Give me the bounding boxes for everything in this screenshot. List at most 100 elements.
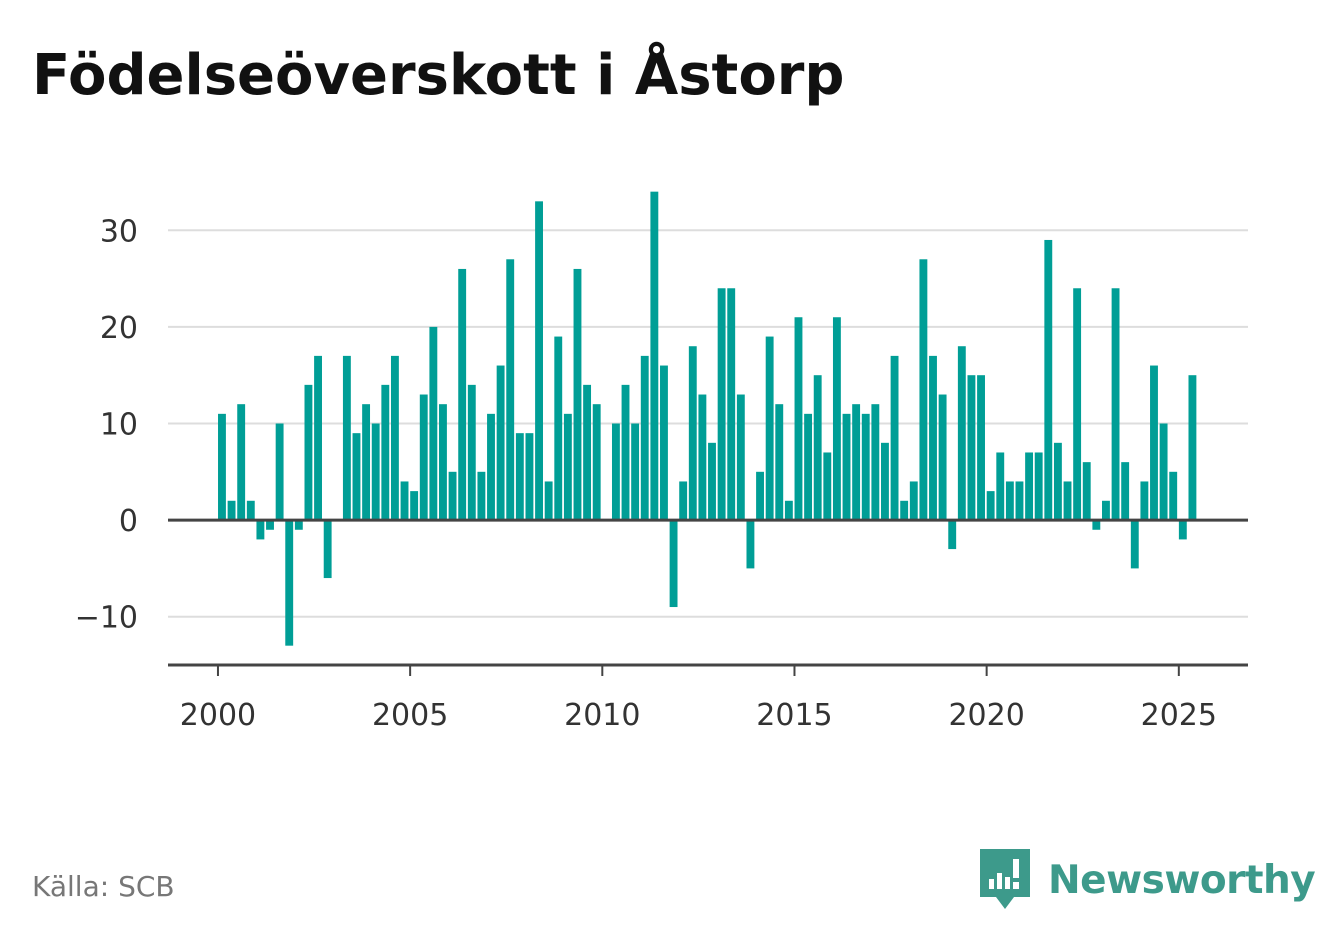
bar: [563, 413, 572, 521]
bar: [957, 346, 966, 521]
bar: [708, 442, 716, 521]
bar: [967, 375, 976, 521]
bar: [390, 355, 399, 521]
bar: [554, 336, 563, 521]
bar: [756, 471, 764, 521]
bar: [1159, 423, 1168, 521]
bar: [400, 481, 409, 521]
bar: [429, 326, 438, 521]
bar: [804, 413, 813, 521]
tick-labels: −10 0 10 20 30 2000 2005 2010 2015 2020 2025: [75, 214, 1217, 733]
bar: [640, 355, 649, 521]
y-tick-label: 20: [100, 311, 138, 346]
bar: [688, 346, 697, 521]
brand-name: Newsworthy: [1048, 857, 1316, 903]
bar: [660, 365, 668, 521]
bar: [852, 404, 861, 521]
bar: [448, 471, 457, 521]
bar: [314, 355, 322, 521]
bar: [352, 433, 361, 521]
bar: [381, 384, 390, 521]
bar: [909, 481, 918, 521]
bar: [467, 384, 476, 521]
bar: [1073, 288, 1082, 521]
y-tick-label: 30: [100, 214, 138, 249]
bar: [832, 317, 841, 521]
bar: [515, 433, 524, 521]
bar: [1092, 520, 1101, 530]
bar: [631, 423, 640, 521]
x-tick-label: 2000: [180, 698, 256, 733]
bar: [717, 288, 726, 521]
bars: [218, 191, 1197, 646]
bar: [1034, 452, 1043, 521]
bar: [304, 384, 313, 521]
bar: [237, 404, 246, 521]
bar: [861, 413, 870, 521]
newsworthy-logo-icon: [980, 849, 1030, 909]
bar: [919, 259, 928, 521]
bar: [1130, 520, 1139, 569]
bar: [1063, 481, 1072, 521]
bar: [506, 259, 515, 521]
bar: [1111, 288, 1120, 521]
bar: [1015, 481, 1024, 521]
bar: [650, 191, 659, 521]
bar: [900, 500, 909, 521]
bar: [1140, 481, 1149, 521]
bar: [294, 520, 303, 530]
bar: [621, 384, 630, 521]
bar: [266, 520, 274, 530]
bar: [765, 336, 774, 521]
bar: [592, 404, 601, 521]
bar: [929, 355, 937, 521]
bar: [736, 394, 745, 521]
bar: [256, 520, 265, 540]
bar: [775, 404, 784, 521]
x-tick-label: 2010: [564, 698, 640, 733]
bar: [525, 433, 534, 521]
bar: [881, 442, 889, 521]
bar: [246, 500, 255, 521]
bar: [986, 491, 995, 521]
bar: [583, 384, 592, 521]
bar: [487, 413, 495, 521]
bar: [544, 481, 553, 521]
bar: [218, 413, 226, 521]
source-note: Källa: SCB: [32, 870, 175, 903]
bar: [439, 404, 447, 521]
bar: [477, 471, 486, 521]
bar: [996, 452, 1005, 521]
bar: [1169, 471, 1178, 521]
y-tick-label: −10: [75, 601, 138, 636]
bar: [1150, 365, 1158, 521]
bar: [410, 491, 419, 521]
bar: [1188, 375, 1197, 521]
chart-title: Födelseöverskott i Åstorp: [32, 43, 845, 108]
bar: [1044, 239, 1053, 521]
bar: [535, 201, 543, 521]
bar: [285, 520, 294, 646]
axes: [168, 518, 1248, 676]
bar: [362, 404, 371, 521]
bar: [823, 452, 832, 521]
bar: [669, 520, 678, 608]
x-tick-label: 2020: [948, 698, 1024, 733]
bar: [458, 268, 467, 521]
bar: [1121, 462, 1130, 521]
x-tick-label: 2015: [756, 698, 832, 733]
bar: [746, 520, 755, 569]
bar: [813, 375, 822, 521]
bar: [323, 520, 332, 579]
bar: [496, 365, 505, 521]
bar: [342, 355, 351, 521]
bar: [727, 288, 736, 521]
bar: [1178, 520, 1187, 540]
brand-logo[interactable]: Newsworthy: [980, 848, 1316, 912]
bar: [842, 413, 851, 521]
x-tick-label: 2005: [372, 698, 448, 733]
bar: [1025, 452, 1034, 521]
bar: [1053, 442, 1062, 521]
y-tick-label: 10: [100, 408, 138, 443]
bar: [890, 355, 899, 521]
